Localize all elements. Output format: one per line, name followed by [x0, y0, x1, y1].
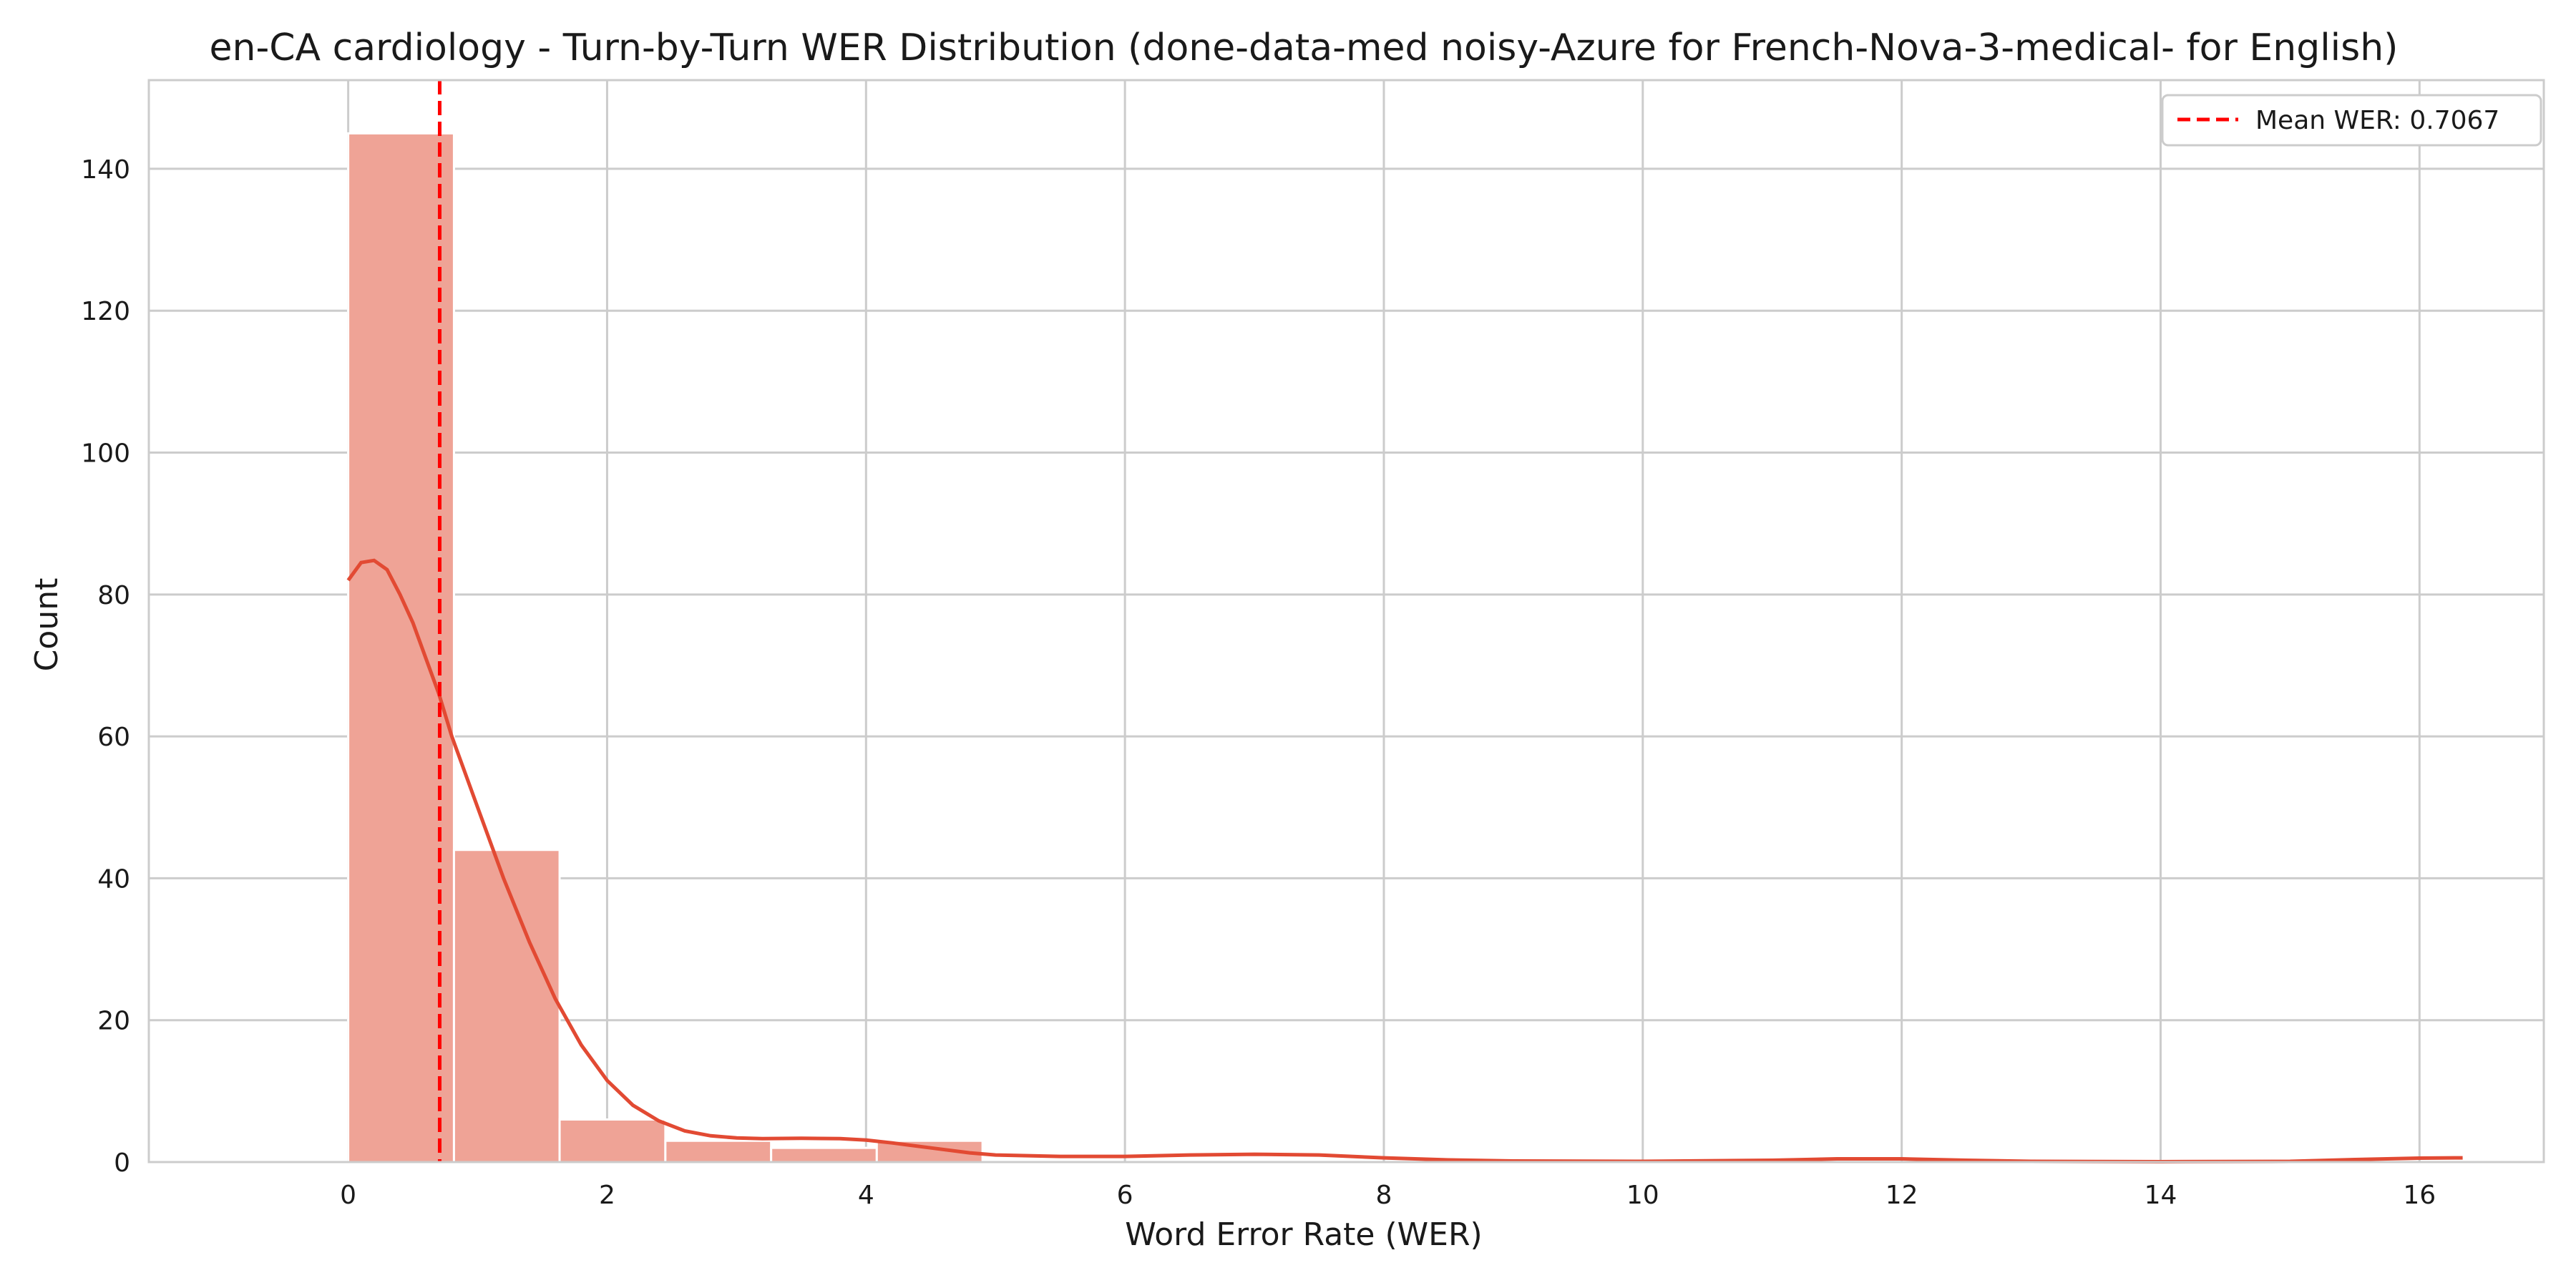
y-tick-label: 120	[81, 297, 130, 326]
x-tick-label: 14	[2145, 1181, 2177, 1210]
x-tick-label: 4	[858, 1181, 874, 1210]
legend-mean-label: Mean WER: 0.7067	[2255, 106, 2499, 135]
x-tick-label: 0	[340, 1181, 356, 1210]
x-tick-label: 2	[599, 1181, 615, 1210]
histogram-bar	[664, 1139, 773, 1163]
x-axis-label: Word Error Rate (WER)	[1125, 1216, 1482, 1253]
y-axis-label: Count	[29, 578, 65, 672]
legend-box	[2161, 94, 2542, 147]
y-tick-label: 100	[81, 439, 130, 469]
y-tick-label: 40	[97, 864, 130, 894]
x-tick-label: 12	[1885, 1181, 1918, 1210]
legend: Mean WER: 0.7067	[2161, 94, 2542, 147]
y-tick-label: 80	[97, 581, 130, 610]
x-tick-label: 10	[1626, 1181, 1659, 1210]
histogram-bar	[347, 132, 455, 1163]
histogram-bar	[770, 1146, 878, 1163]
histogram-bar	[452, 849, 561, 1163]
x-tick-label: 6	[1117, 1181, 1133, 1210]
y-tick-label: 60	[97, 723, 130, 752]
chart-title: en-CA cardiology - Turn-by-Turn WER Dist…	[210, 26, 2399, 69]
plot-frame	[147, 79, 2545, 1163]
x-tick-label: 16	[2403, 1181, 2436, 1210]
y-tick-label: 0	[114, 1148, 130, 1178]
y-tick-label: 20	[97, 1007, 130, 1036]
histogram-bar	[558, 1118, 667, 1163]
kde-curve	[346, 558, 2463, 1164]
histogram-bars	[347, 132, 984, 1163]
y-tick-label: 140	[81, 155, 130, 185]
x-tick-labels: 0 2 4 6 8 10 12 14 16	[340, 1181, 2436, 1210]
y-tick-labels: 0 20 40 60 80 100 120 140	[81, 155, 130, 1178]
x-tick-label: 8	[1376, 1181, 1392, 1210]
